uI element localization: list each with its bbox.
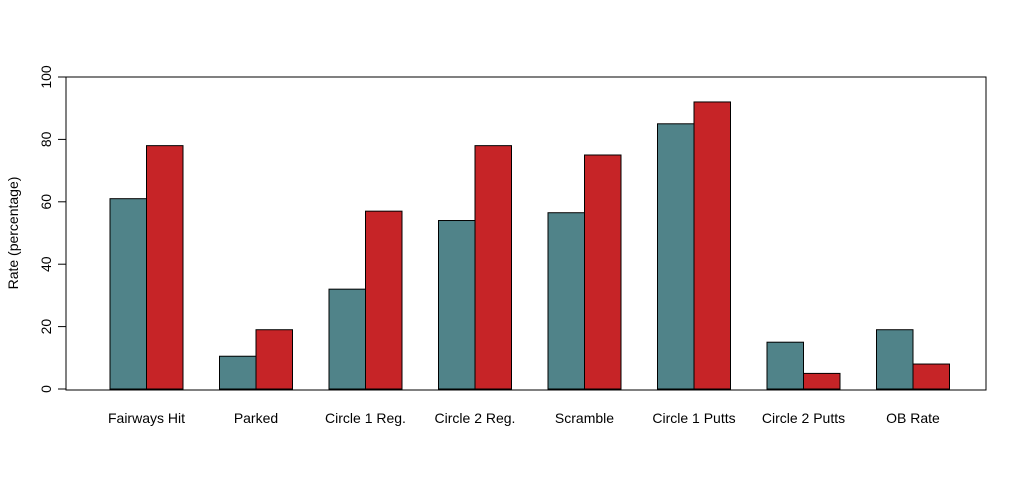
category-label: Circle 2 Putts (762, 410, 845, 426)
y-tick-label: 0 (38, 385, 54, 393)
bar (547, 212, 585, 390)
bar (255, 329, 293, 390)
bar (109, 198, 147, 390)
y-axis-title: Rate (percentage) (5, 177, 21, 290)
bars (109, 101, 950, 390)
y-tick-label: 20 (38, 319, 54, 335)
bar (146, 145, 184, 390)
bar (365, 210, 403, 390)
bar (693, 101, 731, 390)
bar (657, 123, 695, 390)
category-labels: Fairways Hit Parked Circle 1 Reg. Circle 2 … (108, 410, 940, 426)
y-tick-label: 60 (38, 194, 54, 210)
y-tick-label: 40 (38, 256, 54, 272)
y-axis: 0 20 40 60 80 100 (38, 65, 67, 393)
category-label: Scramble (555, 410, 614, 426)
category-label: Circle 2 Reg. (435, 410, 516, 426)
category-label: OB Rate (886, 410, 940, 426)
bar (912, 363, 950, 390)
plot-frame (65, 76, 987, 391)
bar (219, 355, 257, 390)
category-label: Circle 1 Reg. (325, 410, 406, 426)
bar (438, 220, 476, 390)
bar (803, 372, 841, 390)
bar (474, 145, 512, 390)
category-label: Parked (234, 410, 278, 426)
bar (328, 288, 366, 390)
bar (584, 154, 622, 390)
category-label: Circle 1 Putts (652, 410, 735, 426)
category-label: Fairways Hit (108, 410, 185, 426)
y-tick-label: 80 (38, 131, 54, 147)
bar (766, 341, 804, 390)
y-tick-label: 100 (38, 65, 54, 89)
bar (876, 329, 914, 390)
